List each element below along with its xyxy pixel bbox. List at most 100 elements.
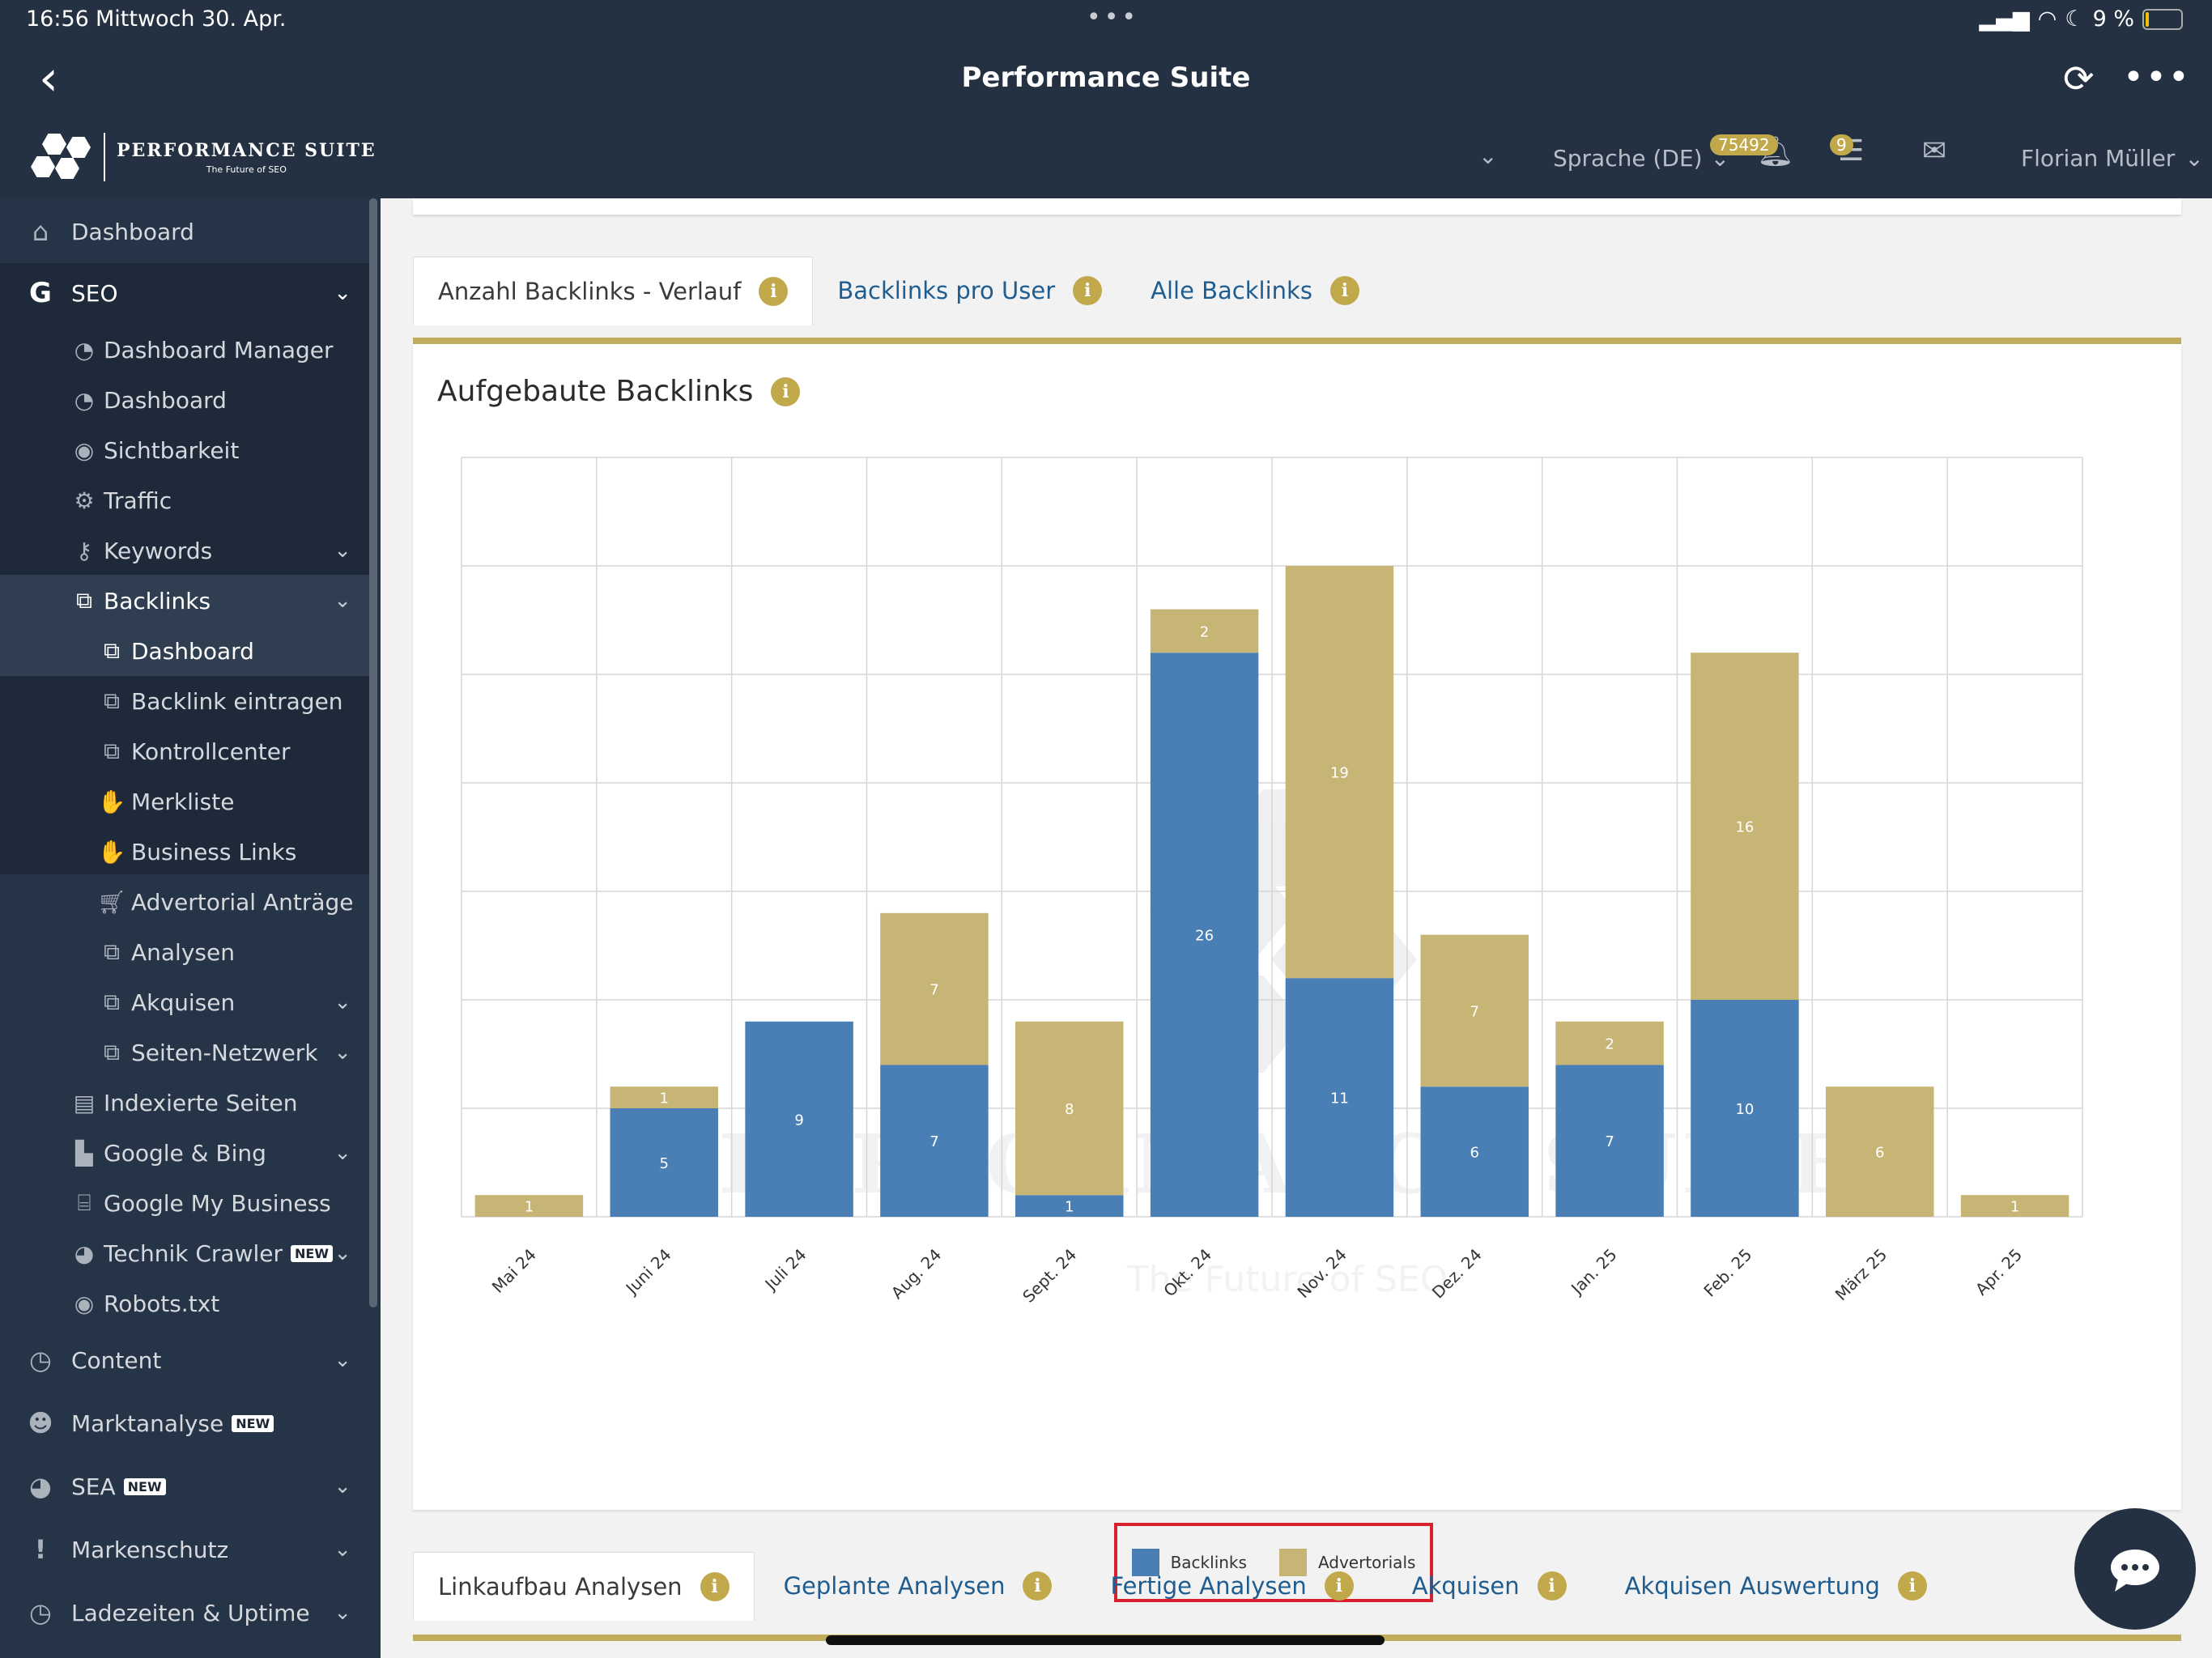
sidebar-item-sichtbarkeit[interactable]: ◉ Sichtbarkeit (0, 430, 369, 470)
info-icon[interactable]: i (759, 277, 789, 306)
battery-icon (2142, 8, 2183, 30)
bar-advertorials[interactable] (880, 912, 989, 1065)
bar-backlinks[interactable] (880, 1065, 989, 1217)
sidebar-item-keywords[interactable]: ⚷ Keywords ⌄ (0, 530, 369, 571)
sidebar-item-robots-txt[interactable]: ◉ Robots.txt (0, 1283, 369, 1324)
sidebar-item-backlink-eintragen[interactable]: ⧉ Backlink eintragen (0, 681, 369, 721)
info-icon[interactable]: i (1324, 1571, 1354, 1601)
multitask-dots[interactable]: ••• (1087, 3, 1140, 32)
sidebar-item-seiten-netzwerk[interactable]: ⧉ Seiten-Netzwerk ⌄ (0, 1032, 369, 1073)
tab-anzahl-backlinks-verlauf[interactable]: Anzahl Backlinks - Verlauf i (413, 257, 814, 325)
bar-advertorials[interactable] (1285, 566, 1394, 979)
sidebar-item-google-bing[interactable]: ▙ Google & Bing ⌄ (0, 1133, 369, 1173)
chat-button[interactable] (2074, 1508, 2196, 1630)
tab-akquisen[interactable]: Akquisen i (1383, 1552, 1596, 1620)
sidebar-item-seo-dashboard[interactable]: ◔ Dashboard (0, 380, 369, 420)
project-select-chevron-icon[interactable]: ⌄ (1478, 142, 1498, 169)
tab-geplante-analysen[interactable]: Geplante Analysen i (755, 1552, 1082, 1620)
legend-item-backlinks[interactable]: Backlinks (1131, 1549, 1247, 1576)
sidebar-item-backlinks-dashboard[interactable]: ⧉ Dashboard (0, 631, 369, 671)
signal-icon: ▂▄▆ (1979, 6, 2030, 32)
bar-backlinks[interactable] (1691, 1000, 1799, 1217)
area-chart-icon: ▙ (75, 1139, 93, 1167)
sidebar-item-kontrollcenter[interactable]: ⧉ Kontrollcenter (0, 731, 369, 772)
sidebar-item-ladezeiten-uptime[interactable]: ◷ Ladezeiten & Uptime ⌄ (0, 1592, 369, 1633)
bar-advertorials[interactable] (1691, 653, 1799, 1000)
more-options-button[interactable]: ••• (2123, 57, 2191, 98)
tab-backlinks-pro-user[interactable]: Backlinks pro User i (813, 257, 1126, 325)
sidebar-item-traffic[interactable]: ⚙ Traffic (0, 480, 369, 521)
back-button[interactable]: ‹ (39, 50, 58, 107)
new-badge: NEW (123, 1477, 166, 1495)
sidebar-item-dashboard-manager[interactable]: ◔ Dashboard Manager (0, 329, 369, 370)
bar-backlinks[interactable] (745, 1021, 853, 1217)
battery-percent: 9 % (2092, 6, 2134, 32)
chart-gridlines (461, 457, 2083, 1218)
bar-backlinks[interactable] (1150, 653, 1259, 1217)
bar-label-advertorials: 1 (660, 1090, 669, 1107)
bar-backlinks[interactable] (1285, 978, 1394, 1217)
language-select[interactable]: Sprache (DE) ⌄ (1553, 138, 1729, 178)
info-icon[interactable]: i (700, 1572, 730, 1601)
info-icon[interactable]: i (1897, 1571, 1927, 1601)
bar-advertorials[interactable] (610, 1086, 718, 1108)
bar-advertorials[interactable] (474, 1195, 584, 1217)
bar-advertorials[interactable] (1555, 1021, 1664, 1065)
google-icon: G (29, 277, 52, 309)
sidebar-item-content[interactable]: ◷ Content ⌄ (0, 1340, 369, 1380)
bar-label-advertorials: 6 (1875, 1145, 1884, 1162)
bar-advertorials[interactable] (1015, 1021, 1124, 1196)
sidebar-item-dashboard[interactable]: ⌂ Dashboard (0, 211, 369, 252)
home-indicator[interactable] (826, 1635, 1385, 1645)
info-icon[interactable]: i (1073, 276, 1103, 305)
key-icon: ⚷ (75, 537, 93, 564)
chevron-down-icon: ⌄ (334, 281, 351, 305)
sidebar-item-advertorial-antraege[interactable]: 🛒︎ Advertorial Anträge (0, 882, 369, 922)
bar-advertorials[interactable] (1960, 1195, 2069, 1217)
legend-swatch-advertorials (1278, 1549, 1307, 1576)
tab-alle-backlinks[interactable]: Alle Backlinks i (1126, 257, 1384, 325)
info-icon[interactable]: i (1329, 276, 1359, 305)
sidebar-item-indexierte-seiten[interactable]: ▤ Indexierte Seiten (0, 1082, 369, 1123)
x-tick-label: Jan. 25 (1566, 1245, 1620, 1299)
legend-item-advertorials[interactable]: Advertorials (1278, 1549, 1415, 1576)
performance-suite-logo[interactable]: PERFORMANCE SUITE The Future of SEO (31, 133, 376, 181)
info-icon[interactable]: i (771, 376, 801, 406)
gauge-icon: ◔ (74, 386, 95, 414)
sidebar-item-markenschutz[interactable]: ! Markenschutz ⌄ (0, 1529, 369, 1570)
sidebar-item-akquisen[interactable]: ⧉ Akquisen ⌄ (0, 982, 369, 1022)
handshake-icon: ✋ (97, 838, 126, 865)
info-icon[interactable]: i (1023, 1571, 1053, 1601)
sidebar-item-analysen[interactable]: ⧉ Analysen (0, 932, 369, 972)
bar-advertorials[interactable] (1150, 609, 1259, 653)
sidebar-item-business-links[interactable]: ✋ Business Links (0, 831, 369, 872)
bar-backlinks[interactable] (1420, 1086, 1529, 1217)
handshake-icon: ✋ (97, 788, 126, 815)
tab-linkaufbau-analysen[interactable]: Linkaufbau Analysen i (413, 1552, 755, 1621)
info-icon[interactable]: i (1537, 1571, 1567, 1601)
sidebar-item-technik-crawler[interactable]: ◕ Technik Crawler NEW ⌄ (0, 1233, 369, 1273)
sidebar-item-backlinks[interactable]: ⧉ Backlinks ⌄ (0, 580, 369, 621)
sidebar-item-marktanalyse[interactable]: ☻ Marktanalyse NEW (0, 1403, 369, 1443)
mail-icon[interactable]: ✉ (1922, 134, 1947, 168)
sidebar-item-merkliste[interactable]: ✋ Merkliste (0, 781, 369, 822)
clock-icon: ◷ (29, 1345, 52, 1375)
bar-advertorials[interactable] (1826, 1086, 1934, 1217)
chevron-down-icon: ⌄ (334, 990, 351, 1014)
bar-backlinks[interactable] (610, 1108, 718, 1217)
sidebar-scrollbar[interactable] (369, 198, 377, 1307)
status-date: Mittwoch 30. Apr. (96, 6, 287, 32)
tab-akquisen-auswertung[interactable]: Akquisen Auswertung i (1596, 1552, 1956, 1620)
sidebar-item-google-my-business[interactable]: ⌸ Google My Business (0, 1183, 369, 1223)
bar-backlinks[interactable] (1555, 1065, 1664, 1217)
bar-advertorials[interactable] (1420, 934, 1529, 1087)
sidebar-item-sea[interactable]: ◕ SEA NEW ⌄ (0, 1466, 369, 1507)
chevron-down-icon: ⌄ (334, 538, 351, 563)
sidebar-item-seo[interactable]: G SEO ⌄ (0, 273, 369, 313)
reload-button[interactable]: ⟳ (2063, 57, 2095, 100)
bar-backlinks[interactable] (1015, 1195, 1124, 1217)
moon-icon: ☾ (2065, 6, 2085, 32)
user-menu[interactable]: Florian Müller ⌄ (2021, 138, 2204, 178)
tab-fertige-analysen[interactable]: Fertige Analysen i (1081, 1552, 1382, 1620)
bar-label-advertorials: 16 (1735, 819, 1754, 836)
